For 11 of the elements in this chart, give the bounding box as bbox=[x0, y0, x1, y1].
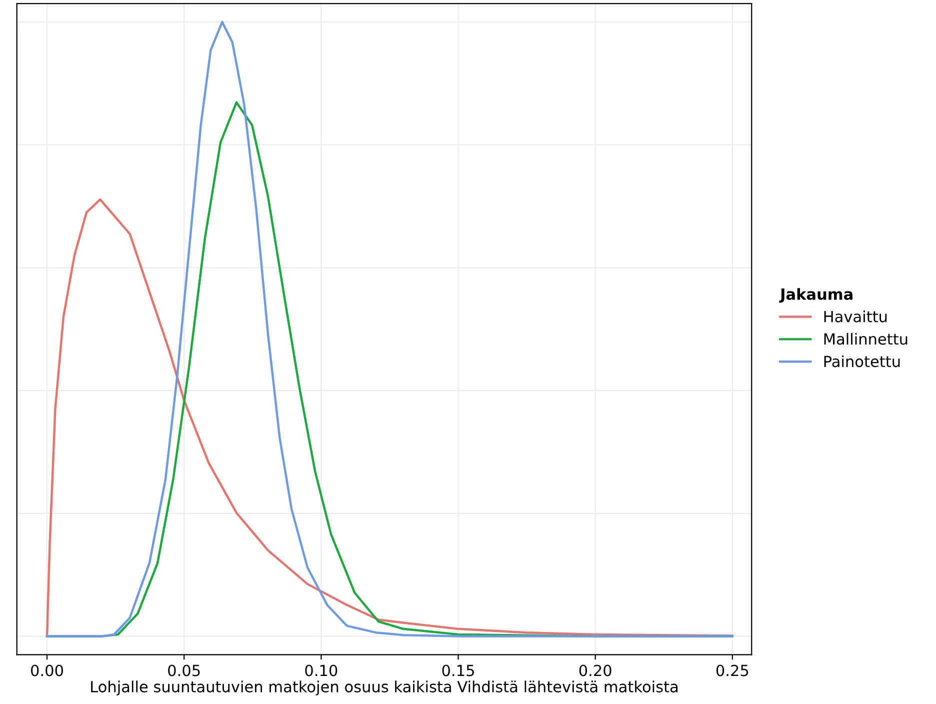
legend-label: Havaittu bbox=[824, 310, 887, 322]
legend-label: Painotettu bbox=[824, 355, 900, 368]
x-tick-label: 0.25 bbox=[716, 664, 748, 676]
x-tick-label: 0.15 bbox=[442, 664, 474, 676]
legend-title: Jakauma bbox=[779, 288, 852, 303]
x-axis-title: Lohjalle suuntautuvien matkojen osuus kaikista Vihdistä lähtevistä matkoista bbox=[91, 680, 678, 696]
x-tick-label: 0.20 bbox=[579, 664, 612, 676]
x-tick-label: 0.00 bbox=[31, 664, 63, 676]
x-tick-label: 0.10 bbox=[305, 664, 338, 676]
x-tick-label: 0.05 bbox=[168, 664, 200, 676]
legend-label: Mallinnettu bbox=[824, 332, 908, 345]
